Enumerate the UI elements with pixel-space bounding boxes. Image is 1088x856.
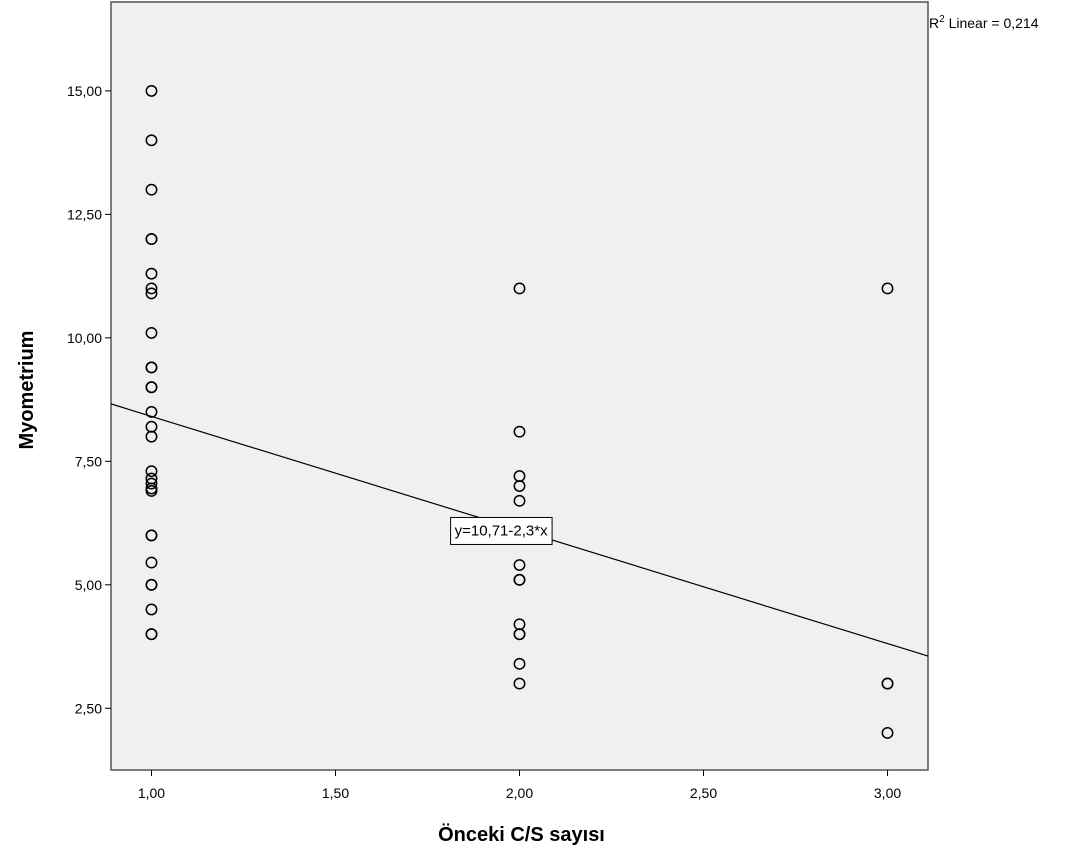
x-tick-label: 1,50 [322,785,349,801]
y-tick-label: 12,50 [67,206,102,222]
data-point [513,425,526,438]
x-tick-label: 2,00 [506,785,533,801]
y-tick-label: 10,00 [67,330,102,346]
data-point [145,134,158,147]
data-point [145,381,158,394]
y-axis: 2,50 5,00 7,50 10,00 12,50 15,00 [67,83,111,716]
y-axis-title: Myometrium [16,331,38,450]
data-point [881,727,894,739]
equation-label: y=10,71-2,3*x [455,522,548,539]
data-point [145,556,158,569]
data-point [145,361,158,374]
data-point [145,628,158,641]
r2-label: R2 Linear = 0,214 [929,14,1039,31]
equation-box-frame [450,516,553,545]
y-tick-label: 2,50 [75,700,102,716]
x-tick-label: 1,00 [138,785,165,801]
x-axis: 1,00 1,50 2,00 2,50 3,00 [138,770,901,801]
data-point [881,677,894,690]
data-point [513,282,526,295]
data-point [145,430,158,443]
data-point [513,657,526,670]
data-point [513,677,526,690]
data-point [145,603,158,616]
data-point [145,477,158,490]
y-tick-label: 15,00 [67,83,102,99]
x-tick-label: 2,50 [690,785,717,801]
data-point [881,282,894,295]
x-axis-title: Önceki C/S sayısı [438,823,605,846]
y-tick-label: 5,00 [75,577,102,593]
data-point [145,326,158,339]
data-point [513,559,526,571]
equation-box: y=10,71-2,3*x [450,516,553,545]
data-point [145,282,158,295]
points-layer [145,84,894,739]
data-point [145,287,158,300]
r2-prefix: R [929,15,939,31]
data-point [145,578,158,591]
data-point [145,405,158,418]
data-point [513,628,526,641]
plot-area [110,1,929,771]
r2-superscript: 2 [939,14,945,25]
data-point [145,84,158,97]
x-tick-label: 3,00 [874,785,901,801]
data-point [145,233,158,246]
data-point [513,573,526,586]
data-point [513,494,526,507]
data-point [145,183,158,196]
data-point [145,529,158,542]
data-point [145,465,158,478]
data-point [145,485,158,497]
data-point [145,267,158,280]
y-tick-label: 7,50 [75,453,102,469]
r2-text: Linear = 0,214 [945,15,1039,31]
data-point [513,480,526,492]
